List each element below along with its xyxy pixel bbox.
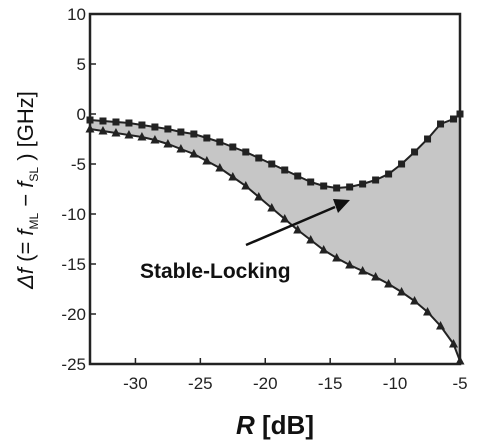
data-point-triangle bbox=[332, 253, 342, 262]
data-point-triangle bbox=[176, 144, 186, 153]
data-point-triangle bbox=[397, 287, 407, 296]
data-point-triangle bbox=[202, 156, 212, 165]
data-point-square bbox=[216, 138, 224, 146]
data-point-triangle bbox=[163, 139, 173, 148]
data-point-square bbox=[450, 115, 458, 123]
data-point-triangle bbox=[449, 339, 459, 348]
data-point-square bbox=[112, 118, 120, 126]
data-point-square bbox=[99, 117, 107, 125]
data-point-square bbox=[190, 130, 198, 138]
data-point-square bbox=[151, 123, 159, 131]
annotation-arrow bbox=[245, 199, 350, 247]
data-point-triangle bbox=[98, 126, 108, 135]
y-tick-label: -10 bbox=[61, 205, 86, 224]
series-layer bbox=[85, 110, 465, 365]
data-point-triangle bbox=[241, 181, 251, 190]
y-tick-label: -5 bbox=[71, 155, 86, 174]
y-axis-title-text: Δf (= fML − fSL ) [GHz] bbox=[13, 91, 41, 290]
data-point-triangle bbox=[384, 279, 394, 288]
x-tick-label: -25 bbox=[188, 374, 213, 393]
data-point-triangle bbox=[228, 172, 238, 181]
data-point-square bbox=[255, 154, 263, 162]
data-point-square bbox=[437, 120, 445, 128]
data-point-triangle bbox=[254, 192, 264, 201]
data-point-square bbox=[164, 125, 172, 133]
data-point-square bbox=[320, 182, 328, 190]
x-tick-label: -20 bbox=[253, 374, 278, 393]
x-tick-label: -30 bbox=[123, 374, 148, 393]
data-point-triangle bbox=[319, 245, 329, 254]
data-point-square bbox=[333, 184, 341, 192]
annotation-label: Stable-Locking bbox=[140, 260, 291, 283]
data-point-triangle bbox=[280, 214, 290, 223]
x-tick-label: -5 bbox=[452, 374, 467, 393]
data-point-triangle bbox=[215, 163, 225, 172]
data-point-triangle bbox=[150, 135, 160, 144]
data-point-triangle bbox=[137, 132, 147, 141]
data-point-triangle bbox=[345, 260, 355, 269]
data-point-square bbox=[424, 135, 432, 143]
data-point-square bbox=[229, 143, 237, 151]
data-point-square bbox=[203, 134, 211, 142]
y-axis-title: Δf (= fML − fSL ) [GHz] bbox=[13, 91, 41, 290]
data-point-triangle bbox=[124, 130, 134, 139]
data-point-square bbox=[242, 148, 250, 156]
data-point-square bbox=[125, 119, 133, 127]
x-axis-title: R [dB] bbox=[236, 410, 314, 440]
data-point-triangle bbox=[423, 307, 433, 316]
data-point-square bbox=[177, 128, 185, 136]
data-point-square bbox=[268, 160, 276, 168]
data-point-square bbox=[138, 121, 146, 129]
data-point-square bbox=[411, 148, 419, 156]
data-point-square bbox=[372, 176, 380, 184]
ticks-layer: -30 -25 -20 -15 -10 -5 10 5 0 -5 -10 -15 -20 -25 bbox=[61, 5, 467, 393]
data-point-triangle bbox=[267, 203, 277, 212]
data-point-square bbox=[359, 180, 367, 188]
x-tick-label: -10 bbox=[383, 374, 408, 393]
data-point-triangle bbox=[111, 128, 121, 137]
stable-locking-region bbox=[90, 114, 460, 361]
y-tick-label: -25 bbox=[61, 355, 86, 374]
y-tick-label: -15 bbox=[61, 255, 86, 274]
data-point-triangle bbox=[189, 149, 199, 158]
data-point-square bbox=[294, 172, 302, 180]
data-point-square bbox=[346, 183, 354, 191]
data-point-triangle bbox=[410, 296, 420, 305]
y-tick-label: 5 bbox=[77, 55, 86, 74]
data-point-triangle bbox=[371, 272, 381, 281]
data-point-triangle bbox=[293, 225, 303, 234]
data-point-triangle bbox=[306, 235, 316, 244]
x-tick-label: -15 bbox=[318, 374, 343, 393]
data-point-square bbox=[398, 160, 406, 168]
data-point-square bbox=[385, 170, 393, 178]
y-tick-label: 10 bbox=[67, 5, 86, 24]
data-point-triangle bbox=[436, 321, 446, 330]
data-point-square bbox=[307, 178, 315, 186]
data-point-triangle bbox=[358, 266, 368, 275]
y-tick-label: -20 bbox=[61, 305, 86, 324]
y-tick-label: 0 bbox=[77, 105, 86, 124]
data-point-square bbox=[281, 166, 289, 174]
plot-frame bbox=[88, 12, 462, 366]
